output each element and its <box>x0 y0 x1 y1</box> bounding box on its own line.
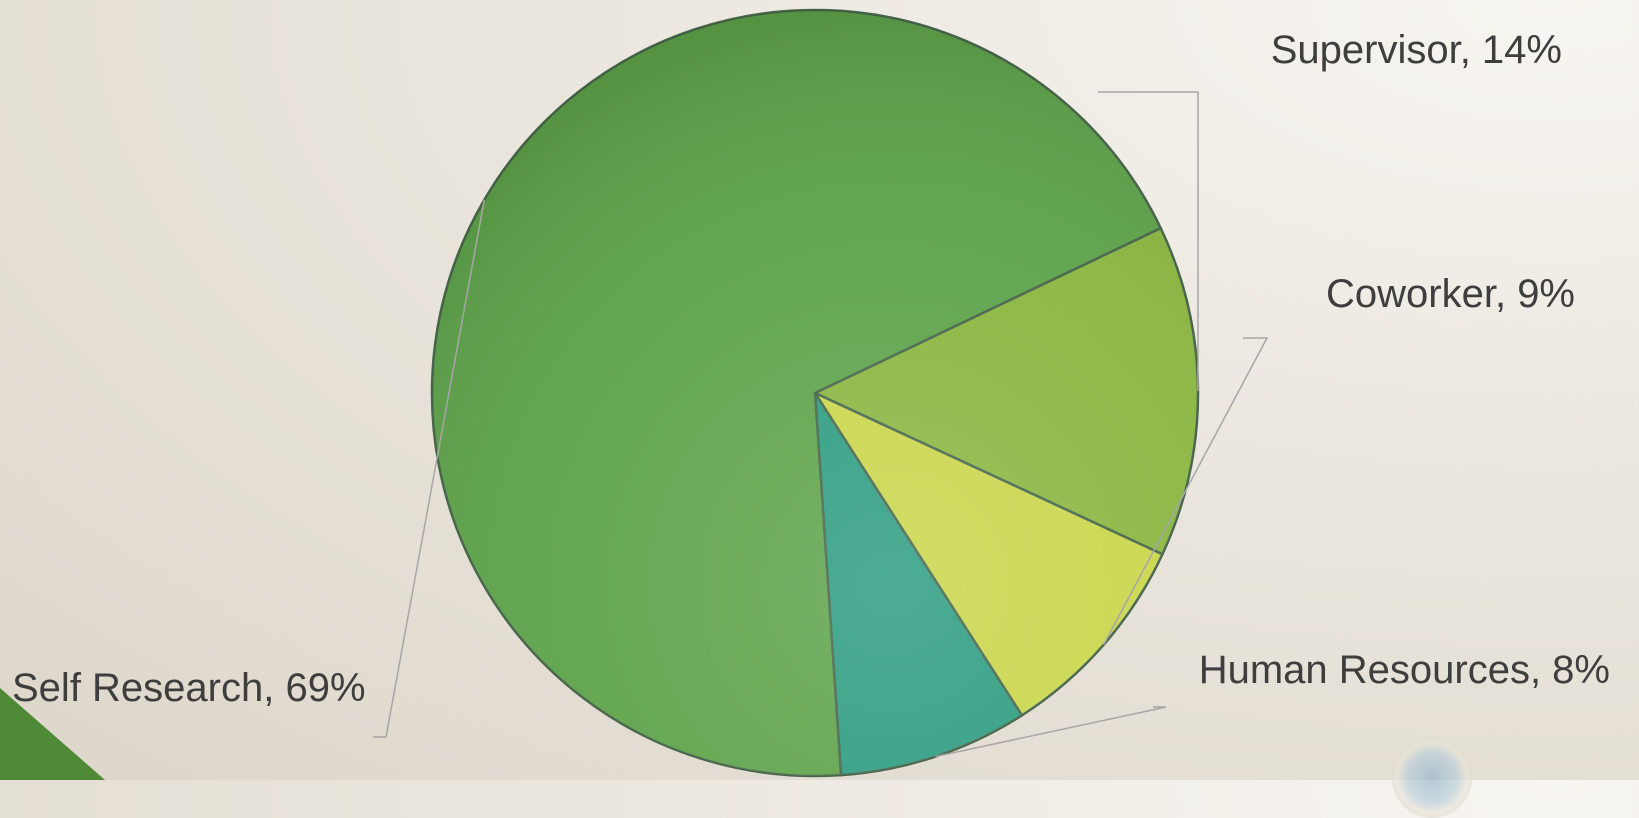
leader-line-coworker <box>1102 337 1269 646</box>
data-label-supervisor: Supervisor, 14% <box>1271 28 1562 72</box>
data-label-human-resources: Human Resources, 8% <box>1199 648 1610 692</box>
corner-accent <box>0 688 105 780</box>
leader-line-supervisor <box>1098 91 1199 391</box>
pie-chart: Supervisor, 14% Coworker, 9% Human Resourc… <box>12 8 1610 778</box>
leader-line-self-research <box>373 199 486 738</box>
data-label-coworker: Coworker, 9% <box>1326 272 1575 316</box>
leader-line-human-resources <box>935 706 1167 758</box>
data-label-self-research: Self Research, 69% <box>12 666 366 710</box>
